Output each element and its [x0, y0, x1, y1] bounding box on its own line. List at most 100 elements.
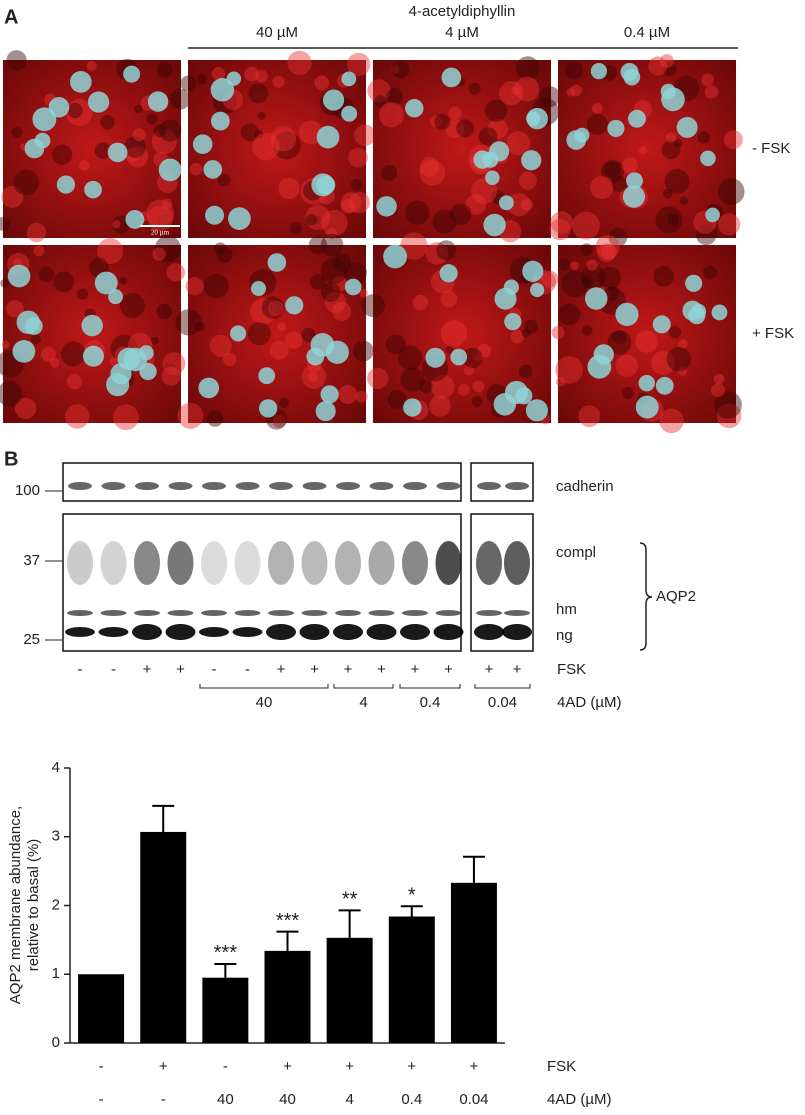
texture: [348, 191, 370, 214]
nucleus: [685, 274, 703, 292]
texture: [662, 62, 677, 77]
group-label: AQP2: [656, 588, 696, 605]
texture: [49, 357, 60, 368]
nucleus: [341, 105, 358, 122]
texture: [516, 56, 540, 80]
texture: [124, 136, 146, 158]
texture: [612, 330, 627, 345]
nucleus: [228, 207, 251, 230]
band-cadherin: [269, 482, 293, 490]
bar: [326, 937, 373, 1043]
band-ng: [132, 624, 162, 640]
texture: [78, 160, 90, 171]
nucleus: [32, 107, 57, 132]
marker-label: 37: [23, 552, 40, 569]
texture: [678, 366, 688, 376]
texture: [340, 192, 362, 213]
dose-label: 0.4: [420, 694, 441, 711]
fsk-sign: -: [212, 661, 217, 678]
dose-bracket: [333, 684, 394, 689]
texture: [113, 404, 139, 431]
texture: [269, 299, 285, 315]
texture: [358, 288, 368, 298]
band-hm: [435, 610, 462, 616]
nucleus: [504, 312, 522, 331]
texture: [257, 111, 266, 121]
texture: [38, 266, 55, 283]
dose-label: 4: [359, 694, 367, 711]
texture: [94, 142, 112, 159]
band-ng: [165, 624, 196, 640]
nucleus: [230, 325, 247, 342]
texture: [268, 300, 284, 317]
nucleus: [587, 354, 612, 379]
texture: [478, 127, 498, 147]
nucleus: [439, 264, 458, 283]
nucleus: [623, 68, 641, 86]
texture: [514, 76, 540, 102]
nucleus: [82, 345, 104, 367]
significance: *: [408, 884, 416, 906]
x-tick-label: +: [407, 1058, 416, 1075]
texture: [314, 75, 330, 91]
texture: [152, 247, 166, 261]
nucleus: [48, 96, 70, 118]
nucleus: [210, 78, 235, 102]
texture: [604, 286, 620, 301]
band-hm: [167, 610, 194, 616]
band-ng: [366, 624, 397, 640]
texture: [440, 320, 468, 347]
texture: [539, 86, 561, 108]
texture: [385, 334, 406, 355]
texture: [391, 65, 400, 74]
texture: [520, 198, 534, 211]
texture: [621, 157, 639, 174]
texture: [580, 243, 593, 257]
texture: [639, 146, 648, 155]
nucleus: [652, 315, 671, 334]
texture: [0, 279, 9, 288]
texture: [338, 385, 358, 404]
texture: [510, 329, 525, 344]
texture: [312, 215, 322, 225]
texture: [278, 177, 300, 200]
texture: [270, 126, 297, 152]
band-compl: [335, 541, 361, 585]
nucleus: [638, 374, 655, 392]
texture: [175, 309, 202, 336]
texture: [604, 161, 621, 178]
texture: [161, 366, 181, 386]
texture: [6, 300, 24, 318]
nucleus: [320, 385, 339, 404]
dose-tick-label: 40: [279, 1091, 296, 1108]
x-tick-label: +: [159, 1058, 168, 1075]
texture: [570, 84, 583, 97]
band-ng: [433, 624, 464, 640]
texture: [65, 404, 90, 429]
texture: [126, 145, 149, 168]
fsk-sign: +: [143, 661, 152, 678]
texture: [487, 118, 508, 140]
texture: [667, 213, 680, 226]
band-compl: [301, 541, 328, 585]
dose-label: 0.04: [488, 694, 517, 711]
nucleus: [341, 71, 357, 87]
texture: [367, 367, 389, 389]
band-ng: [333, 624, 363, 640]
nucleus: [450, 348, 468, 366]
texture: [161, 198, 173, 209]
significance: ***: [214, 942, 238, 964]
texture: [555, 377, 566, 387]
band-cadherin: [477, 482, 501, 490]
nucleus: [81, 314, 103, 337]
texture: [269, 340, 289, 360]
nucleus: [205, 205, 225, 225]
nucleus: [676, 116, 698, 138]
texture: [76, 288, 88, 300]
nucleus: [590, 63, 607, 80]
band-compl: [167, 541, 194, 585]
y-axis-label: AQP2 membrane abundance,: [7, 806, 24, 1004]
texture: [332, 302, 352, 322]
texture: [710, 383, 725, 398]
texture: [170, 88, 191, 110]
